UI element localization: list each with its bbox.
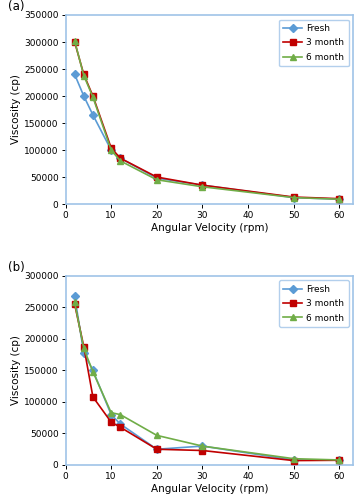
- 6 month: [337, 457, 341, 463]
- Y-axis label: Viscosity (cp): Viscosity (cp): [11, 74, 21, 144]
- 6 month: [82, 72, 86, 78]
- Text: (a): (a): [8, 0, 24, 13]
- Fresh: [155, 446, 159, 452]
- 3 month: [91, 394, 95, 400]
- 6 month: [82, 346, 86, 352]
- 3 month: [72, 39, 77, 45]
- Fresh: [292, 194, 296, 200]
- 6 month: [200, 443, 205, 449]
- 3 month: [200, 182, 205, 188]
- 6 month: [118, 158, 122, 164]
- 6 month: [91, 368, 95, 374]
- 3 month: [109, 419, 113, 425]
- Fresh: [109, 147, 113, 153]
- Line: 3 month: 3 month: [72, 39, 342, 202]
- 3 month: [118, 424, 122, 430]
- X-axis label: Angular Velocity (rpm): Angular Velocity (rpm): [151, 223, 268, 233]
- 6 month: [109, 147, 113, 153]
- 3 month: [109, 145, 113, 151]
- 6 month: [72, 38, 77, 44]
- Fresh: [118, 155, 122, 161]
- Fresh: [82, 93, 86, 99]
- 6 month: [155, 432, 159, 438]
- Fresh: [337, 457, 341, 463]
- 3 month: [200, 448, 205, 454]
- Fresh: [200, 182, 205, 188]
- 3 month: [82, 344, 86, 349]
- Fresh: [337, 196, 341, 202]
- Fresh: [155, 175, 159, 181]
- X-axis label: Angular Velocity (rpm): Angular Velocity (rpm): [151, 484, 268, 494]
- 3 month: [118, 155, 122, 161]
- Fresh: [118, 421, 122, 427]
- Fresh: [91, 368, 95, 374]
- 3 month: [155, 174, 159, 180]
- Fresh: [200, 443, 205, 449]
- 6 month: [337, 196, 341, 202]
- Y-axis label: Viscosity (cp): Viscosity (cp): [11, 336, 21, 406]
- 3 month: [91, 93, 95, 99]
- 3 month: [155, 446, 159, 452]
- Fresh: [91, 112, 95, 118]
- Line: Fresh: Fresh: [72, 72, 342, 202]
- Line: 6 month: 6 month: [72, 38, 342, 202]
- 6 month: [109, 410, 113, 416]
- Fresh: [292, 457, 296, 463]
- 6 month: [91, 94, 95, 100]
- Legend: Fresh, 3 month, 6 month: Fresh, 3 month, 6 month: [279, 20, 349, 66]
- Fresh: [109, 412, 113, 418]
- 3 month: [292, 194, 296, 200]
- 6 month: [72, 300, 77, 306]
- Line: 6 month: 6 month: [72, 300, 342, 462]
- Line: 3 month: 3 month: [72, 302, 342, 464]
- Legend: Fresh, 3 month, 6 month: Fresh, 3 month, 6 month: [279, 280, 349, 328]
- 6 month: [292, 456, 296, 462]
- 6 month: [118, 412, 122, 418]
- Line: Fresh: Fresh: [72, 294, 342, 462]
- 6 month: [292, 194, 296, 200]
- 3 month: [337, 196, 341, 202]
- 3 month: [72, 302, 77, 308]
- 3 month: [292, 458, 296, 464]
- Fresh: [82, 350, 86, 356]
- Fresh: [72, 293, 77, 299]
- 6 month: [155, 177, 159, 183]
- Text: (b): (b): [8, 261, 25, 274]
- 3 month: [337, 458, 341, 464]
- 6 month: [200, 184, 205, 190]
- Fresh: [72, 72, 77, 78]
- 3 month: [82, 72, 86, 78]
